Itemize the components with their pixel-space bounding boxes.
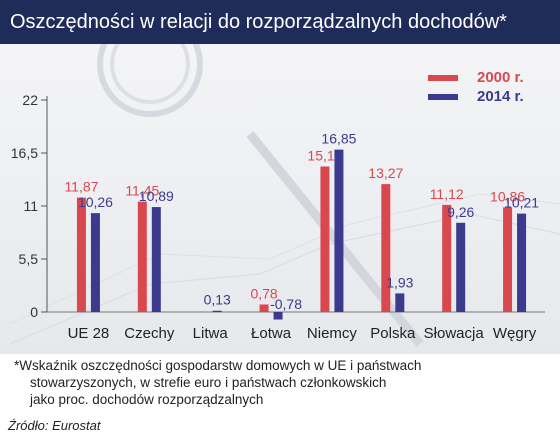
data-label: 11,45 [125,183,159,199]
source-note: Źródło: Eurostat [8,418,101,433]
bar-series-2014 [90,213,100,312]
legend-label: 2000 r. [477,69,524,86]
footnote: *Wskaźnik oszczędności gospodarstw domow… [14,357,554,408]
legend-label: 2014 r. [477,88,524,105]
bar-series-2000 [503,207,513,312]
bar-series-2014 [151,207,161,312]
bar-series-2000 [259,304,269,312]
bar-chart: 0 5,5 11 16,5 22 UE 28 Czechy Litwa Łotwa Niemcy P… [9,44,560,347]
x-category-label: Węgry [493,325,537,342]
data-label: 0,13 [204,292,231,308]
data-label: 11,87 [64,179,98,195]
bar-series-2014 [517,213,527,312]
y-tick-label: 11 [23,198,38,214]
x-category-label: Słowacja [424,325,485,342]
y-tick-label: 22 [22,92,38,108]
footnote-line: *Wskaźnik oszczędności gospodarstw domow… [14,358,422,373]
bar-series-2014 [395,293,405,312]
x-category-label: UE 28 [68,325,110,342]
footnote-line: jako proc. dochodów rozporządzalnych [30,392,264,407]
data-label: 13,27 [368,165,403,181]
legend-swatch [428,75,458,81]
data-label: 0,78 [250,285,277,301]
data-label: 10,26 [78,194,113,210]
bar-series-2014 [456,222,466,312]
x-category-label: Czechy [124,325,175,342]
data-label: 16,85 [321,131,356,147]
y-tick-label: 16,5 [11,145,38,161]
bar-series-2014 [273,312,283,320]
bar-series-2000 [442,204,452,312]
y-tick-label: 0 [30,304,38,320]
bar-series-2000 [320,166,330,312]
data-label: 11,12 [430,186,464,202]
bar-series-2014 [212,310,222,312]
data-label: -0,78 [270,296,302,312]
chart-panel: 0 5,5 11 16,5 22 UE 28 Czechy Litwa Łotwa Niemcy P… [0,44,560,354]
chart-title: Oszczędności w relacji do rozporządzalny… [0,0,560,44]
legend-swatch [428,94,458,100]
footnote-line: stowarzyszonych, w strefie euro i państw… [30,375,387,390]
x-category-label: Litwa [193,325,229,342]
chart-axes: 0 5,5 11 16,5 22 UE 28 Czechy Litwa Łotwa Niemcy P… [11,92,545,342]
y-tick-label: 5,5 [19,251,39,267]
bar-series-2000 [137,201,147,312]
x-category-label: Niemcy [307,325,358,342]
data-label: 9,26 [447,204,474,220]
data-label: 1,93 [386,274,413,290]
bar-series-2014 [334,149,344,312]
data-label: 15,10 [307,147,342,163]
data-label: 10,89 [139,188,174,204]
bar-series-2000 [76,197,86,312]
data-label: 10,86 [490,188,525,204]
x-category-label: Łotwa [251,325,292,342]
x-category-label: Polska [370,325,416,342]
chart-legend: 2000 r. 2014 r. [428,69,524,105]
data-label: 10,21 [504,195,539,211]
bar-series-2000 [381,184,391,312]
